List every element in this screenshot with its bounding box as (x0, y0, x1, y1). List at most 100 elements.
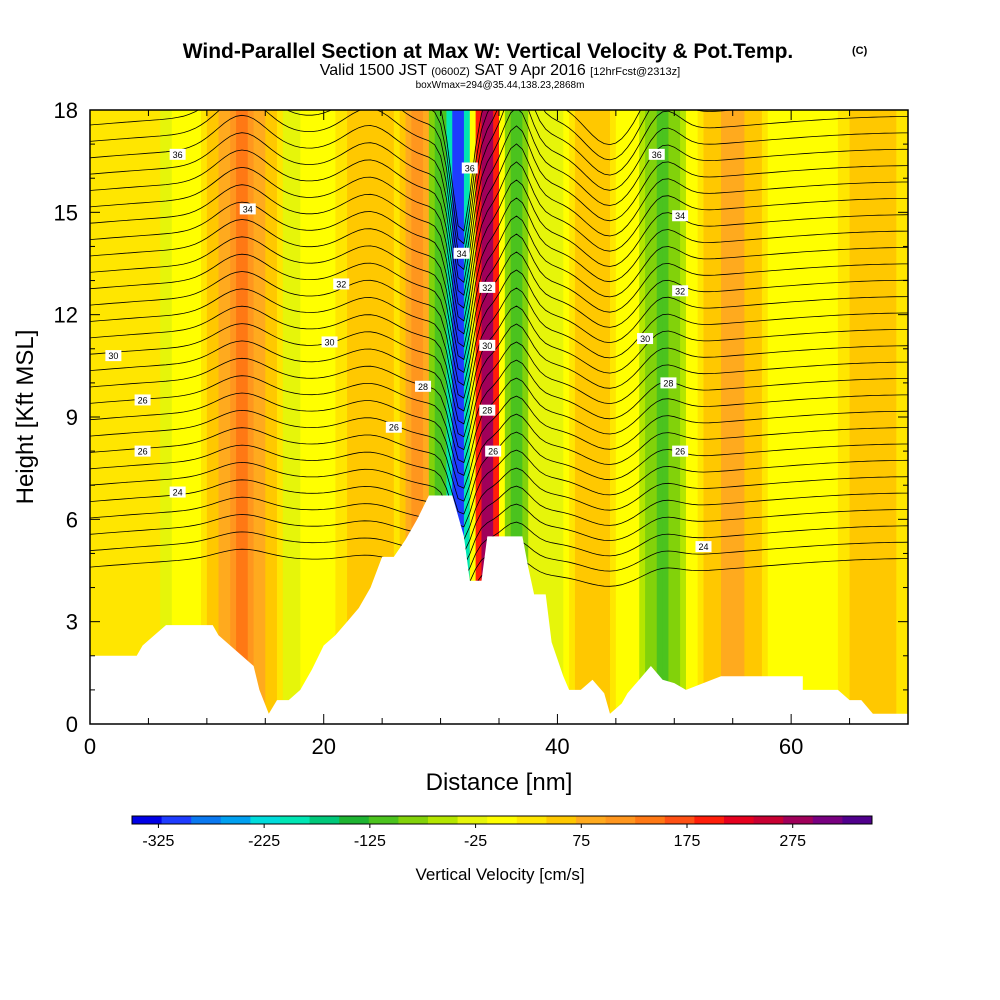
y-tick-label: 18 (54, 98, 78, 123)
contour-label-text: 26 (675, 447, 685, 457)
contour-label: 30 (105, 350, 122, 362)
contour-label-text: 26 (138, 395, 148, 405)
velocity-column (300, 110, 307, 724)
contour-label-bg (321, 336, 338, 348)
contour-label-text: 30 (108, 351, 118, 361)
velocity-column (691, 110, 699, 724)
velocity-column (160, 110, 167, 724)
chart-title: Wind-Parallel Section at Max W: Vertical… (183, 40, 794, 63)
velocity-column (756, 110, 763, 724)
theta-contours (90, 110, 908, 605)
velocity-column (732, 110, 740, 724)
velocity-column (738, 110, 745, 724)
colorbar-swatch (812, 816, 843, 824)
velocity-column (335, 110, 342, 724)
contour-label: 26 (134, 445, 151, 457)
velocity-column (855, 110, 862, 724)
colorbar-swatch (842, 816, 873, 824)
theta-contour-line (90, 269, 908, 399)
y-tick-label: 12 (54, 303, 78, 328)
velocity-column (586, 110, 594, 724)
theta-contour-line (90, 110, 908, 271)
velocity-column (808, 110, 816, 724)
velocity-column (224, 110, 231, 724)
velocity-column (621, 110, 629, 724)
velocity-column (674, 110, 681, 724)
velocity-column (627, 110, 634, 724)
velocity-column (487, 110, 494, 724)
velocity-column (323, 110, 331, 724)
velocity-column (516, 110, 523, 724)
theta-contour-line (90, 323, 908, 438)
contour-label-text: 34 (675, 211, 685, 221)
contour-label-bg (648, 148, 665, 160)
velocity-column (867, 110, 874, 724)
colorbar-swatch (132, 816, 162, 824)
theta-contour-line (90, 143, 908, 309)
velocity-column (434, 110, 442, 724)
colorbar-swatch (309, 816, 340, 824)
velocity-column (236, 110, 243, 724)
contour-label-bg (672, 210, 689, 222)
colorbar-swatch (753, 816, 784, 824)
velocity-column (504, 110, 512, 724)
velocity-column (832, 110, 839, 724)
colorbar-ticks: -325 -225 -125 -25 75 175 275 (142, 824, 806, 850)
theta-contour-line (90, 514, 908, 579)
contour-labels: 36 36 34 34 36 34 32 32 32 30 30 30 30 28 28 26 26 28 26 26… (105, 148, 712, 553)
velocity-column (364, 110, 372, 724)
contour-label: 34 (239, 203, 256, 215)
contour-label-text: 32 (482, 283, 492, 293)
velocity-column (744, 110, 751, 724)
x-tick-label: 40 (545, 734, 569, 759)
velocity-column (610, 110, 617, 724)
velocity-column (399, 110, 407, 724)
velocity-column (878, 110, 886, 724)
colorbar-swatch (487, 816, 518, 824)
contour-label-text: 28 (663, 378, 673, 388)
velocity-column (551, 110, 559, 724)
contour-label-bg (333, 278, 350, 290)
contour-label: 28 (660, 377, 677, 389)
velocity-column (826, 110, 833, 724)
velocity-column (872, 110, 880, 724)
velocity-column (177, 110, 185, 724)
velocity-column (423, 110, 430, 724)
velocity-column (312, 110, 319, 724)
colorbar-swatch (280, 816, 310, 824)
theta-contour-line (90, 340, 908, 451)
velocity-column (557, 110, 564, 724)
colorbar-swatch (576, 816, 606, 824)
contour-label-bg (479, 339, 496, 351)
velocity-column (890, 110, 897, 724)
colorbar-swatch (220, 816, 251, 824)
velocity-column (469, 110, 477, 724)
colorbar (131, 815, 873, 825)
contour-label: 28 (479, 404, 496, 416)
velocity-column (697, 110, 705, 724)
y-tick-label: 0 (66, 712, 78, 737)
velocity-column (171, 110, 179, 724)
contour-label-text: 36 (173, 150, 183, 160)
velocity-column (499, 110, 506, 724)
velocity-column (580, 110, 588, 724)
velocity-column (241, 110, 249, 724)
contour-label-bg (239, 203, 256, 215)
velocity-column (493, 110, 500, 724)
contour-label-bg (637, 333, 654, 345)
contour-label: 26 (485, 445, 502, 457)
colorbar-swatch (546, 816, 577, 824)
contour-label: 30 (321, 336, 338, 348)
copyright-mark: (C) (852, 45, 868, 57)
y-tick-label: 6 (66, 507, 78, 532)
contour-label-text: 30 (482, 341, 492, 351)
contour-label-text: 34 (457, 249, 467, 259)
velocity-column (382, 110, 389, 724)
velocity-column (563, 110, 570, 724)
velocity-column (154, 110, 161, 724)
velocity-column (189, 110, 196, 724)
terrain (90, 495, 908, 724)
contour-label-bg (479, 404, 496, 416)
velocity-column (288, 110, 296, 724)
subtitle-date: SAT 9 Apr 2016 (470, 62, 590, 79)
